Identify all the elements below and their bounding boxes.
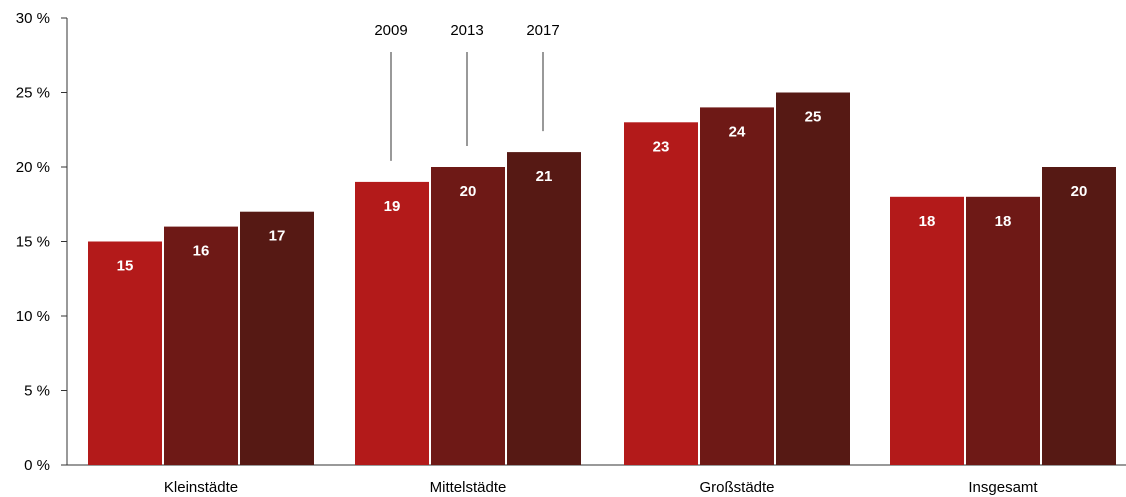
series-label: 2009: [374, 22, 407, 39]
y-tick-label: 30 %: [16, 10, 50, 27]
bar: [507, 152, 581, 465]
y-tick-label: 0 %: [24, 457, 50, 474]
bar: [966, 196, 1040, 466]
bar-value-label: 23: [653, 138, 670, 155]
y-tick-label: 25 %: [16, 85, 50, 102]
bar: [624, 122, 698, 466]
x-category-label: Mittelstädte: [430, 479, 507, 496]
bar: [700, 107, 774, 466]
bar-value-label: 17: [269, 228, 286, 245]
bar: [776, 92, 850, 465]
value-labels: 15 19 23 18 16 20 24 18 17 21 25 20: [117, 109, 1088, 275]
series-legend: 2009 2013 2017: [374, 22, 560, 161]
bar-value-label: 20: [460, 183, 477, 200]
bar: [88, 241, 162, 465]
bar-value-label: 16: [193, 243, 210, 260]
bar: [164, 226, 238, 465]
x-category-label: Kleinstädte: [164, 479, 238, 496]
bar: [240, 211, 314, 465]
series-label: 2013: [450, 22, 483, 39]
bar: [355, 181, 429, 465]
x-category-label: Großstädte: [699, 479, 774, 496]
bar-value-label: 25: [805, 109, 822, 126]
bar-value-label: 15: [117, 258, 134, 275]
bar: [890, 196, 964, 466]
bar-value-label: 19: [384, 198, 401, 215]
y-tick-label: 15 %: [16, 234, 50, 251]
x-category-label: Insgesamt: [968, 479, 1038, 496]
axes: 0 % 5 % 10 % 15 % 20 % 25 % 30 % Kleinstädte Mit…: [16, 10, 1126, 496]
y-tick-label: 5 %: [24, 383, 50, 400]
bar: [1042, 167, 1116, 465]
bar-value-label: 18: [919, 213, 936, 230]
series-label: 2017: [526, 22, 559, 39]
bar-value-label: 18: [995, 213, 1012, 230]
bars: [88, 92, 1116, 466]
y-tick-label: 10 %: [16, 308, 50, 325]
bar-value-label: 21: [536, 168, 553, 185]
bar-value-label: 20: [1071, 183, 1088, 200]
bar: [431, 167, 505, 465]
bar-value-label: 24: [729, 123, 746, 140]
y-tick-label: 20 %: [16, 159, 50, 176]
